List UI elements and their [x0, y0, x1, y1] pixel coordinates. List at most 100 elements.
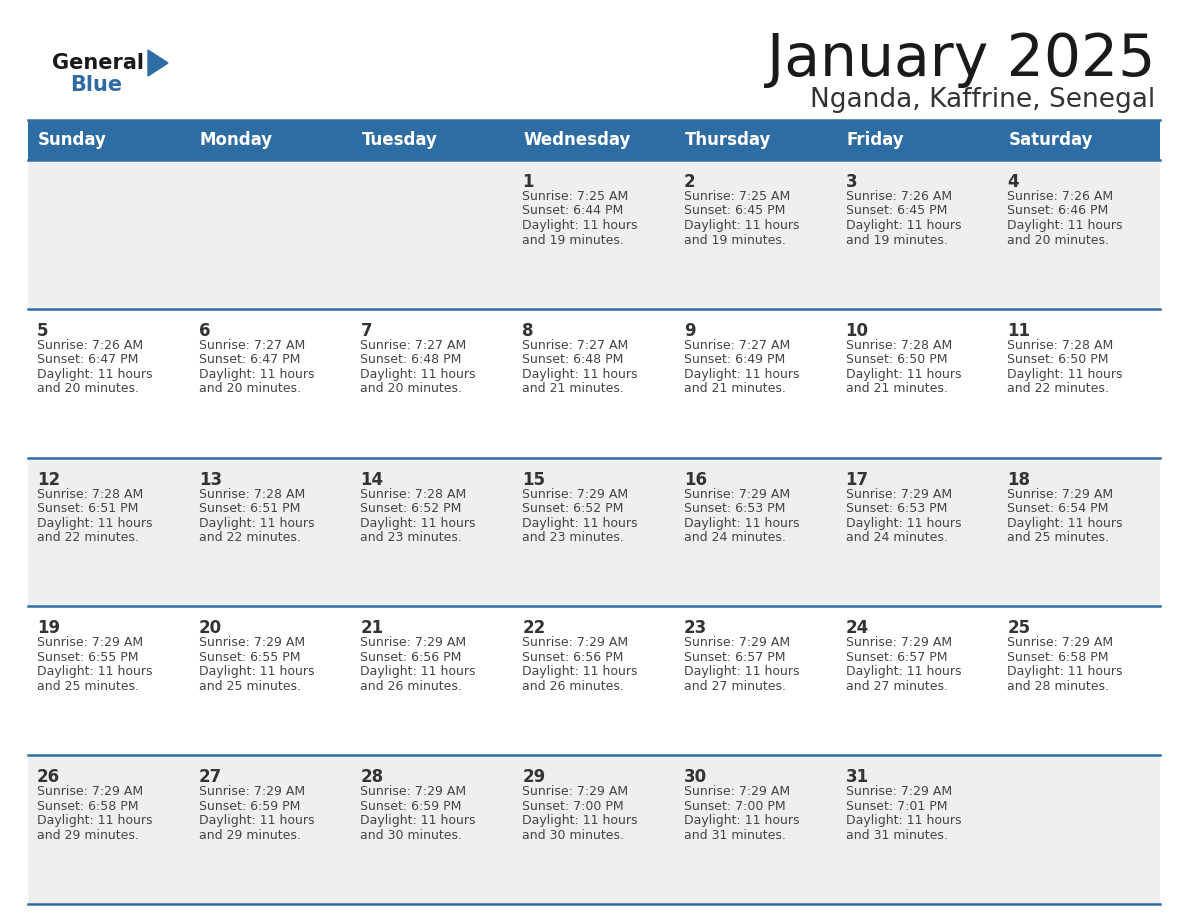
- Text: Daylight: 11 hours: Daylight: 11 hours: [523, 368, 638, 381]
- Text: Sunrise: 7:27 AM: Sunrise: 7:27 AM: [360, 339, 467, 352]
- Text: Sunrise: 7:29 AM: Sunrise: 7:29 AM: [1007, 487, 1113, 500]
- Text: and 23 minutes.: and 23 minutes.: [360, 532, 462, 544]
- Text: Daylight: 11 hours: Daylight: 11 hours: [1007, 666, 1123, 678]
- Text: Sunset: 6:51 PM: Sunset: 6:51 PM: [198, 502, 301, 515]
- Text: and 21 minutes.: and 21 minutes.: [684, 382, 785, 396]
- Text: Sunrise: 7:29 AM: Sunrise: 7:29 AM: [198, 636, 305, 649]
- Text: Daylight: 11 hours: Daylight: 11 hours: [360, 666, 476, 678]
- Text: Sunset: 6:53 PM: Sunset: 6:53 PM: [684, 502, 785, 515]
- Text: Nganda, Kaffrine, Senegal: Nganda, Kaffrine, Senegal: [810, 87, 1155, 113]
- Bar: [29, 308, 1159, 457]
- Text: and 20 minutes.: and 20 minutes.: [37, 382, 139, 396]
- Text: 30: 30: [684, 768, 707, 786]
- Text: 20: 20: [198, 620, 222, 637]
- Text: and 25 minutes.: and 25 minutes.: [198, 680, 301, 693]
- Text: Sunset: 6:56 PM: Sunset: 6:56 PM: [360, 651, 462, 664]
- Text: Daylight: 11 hours: Daylight: 11 hours: [360, 368, 476, 381]
- Text: Sunset: 6:56 PM: Sunset: 6:56 PM: [523, 651, 624, 664]
- Text: Sunset: 6:50 PM: Sunset: 6:50 PM: [846, 353, 947, 366]
- Text: and 24 minutes.: and 24 minutes.: [846, 532, 948, 544]
- Text: Sunset: 6:48 PM: Sunset: 6:48 PM: [523, 353, 624, 366]
- Bar: [29, 756, 1159, 904]
- Text: and 21 minutes.: and 21 minutes.: [523, 382, 624, 396]
- Text: Daylight: 11 hours: Daylight: 11 hours: [523, 814, 638, 827]
- Bar: [29, 607, 1159, 756]
- Text: 1: 1: [523, 173, 533, 191]
- Text: Wednesday: Wednesday: [523, 131, 631, 149]
- Text: and 29 minutes.: and 29 minutes.: [198, 829, 301, 842]
- Text: Daylight: 11 hours: Daylight: 11 hours: [37, 368, 152, 381]
- Text: 11: 11: [1007, 322, 1030, 340]
- Text: and 27 minutes.: and 27 minutes.: [846, 680, 948, 693]
- Text: 7: 7: [360, 322, 372, 340]
- Text: and 29 minutes.: and 29 minutes.: [37, 829, 139, 842]
- Bar: [29, 457, 1159, 607]
- Text: Sunrise: 7:28 AM: Sunrise: 7:28 AM: [1007, 339, 1113, 352]
- Text: Daylight: 11 hours: Daylight: 11 hours: [360, 517, 476, 530]
- Text: and 25 minutes.: and 25 minutes.: [37, 680, 139, 693]
- Bar: [29, 120, 1159, 160]
- Text: 8: 8: [523, 322, 533, 340]
- Text: Sunrise: 7:26 AM: Sunrise: 7:26 AM: [1007, 190, 1113, 203]
- Text: 15: 15: [523, 471, 545, 488]
- Text: Sunset: 6:58 PM: Sunset: 6:58 PM: [1007, 651, 1108, 664]
- Text: Daylight: 11 hours: Daylight: 11 hours: [198, 666, 314, 678]
- Text: Sunrise: 7:29 AM: Sunrise: 7:29 AM: [360, 636, 467, 649]
- Text: General: General: [52, 53, 144, 73]
- Text: Sunrise: 7:28 AM: Sunrise: 7:28 AM: [360, 487, 467, 500]
- Text: 6: 6: [198, 322, 210, 340]
- Text: Sunset: 6:53 PM: Sunset: 6:53 PM: [846, 502, 947, 515]
- Text: Sunrise: 7:29 AM: Sunrise: 7:29 AM: [198, 785, 305, 798]
- Text: 28: 28: [360, 768, 384, 786]
- Text: 3: 3: [846, 173, 858, 191]
- Text: Daylight: 11 hours: Daylight: 11 hours: [1007, 219, 1123, 232]
- Text: Daylight: 11 hours: Daylight: 11 hours: [684, 219, 800, 232]
- Text: and 25 minutes.: and 25 minutes.: [1007, 532, 1110, 544]
- Text: and 22 minutes.: and 22 minutes.: [37, 532, 139, 544]
- Text: January 2025: January 2025: [766, 31, 1155, 88]
- Bar: [29, 160, 1159, 308]
- Text: Sunrise: 7:27 AM: Sunrise: 7:27 AM: [523, 339, 628, 352]
- Text: Sunrise: 7:29 AM: Sunrise: 7:29 AM: [37, 785, 143, 798]
- Text: Blue: Blue: [70, 75, 122, 95]
- Text: Sunrise: 7:27 AM: Sunrise: 7:27 AM: [684, 339, 790, 352]
- Text: Sunset: 6:55 PM: Sunset: 6:55 PM: [198, 651, 301, 664]
- Text: Daylight: 11 hours: Daylight: 11 hours: [1007, 517, 1123, 530]
- Text: Daylight: 11 hours: Daylight: 11 hours: [360, 814, 476, 827]
- Text: Sunset: 6:59 PM: Sunset: 6:59 PM: [360, 800, 462, 812]
- Text: Daylight: 11 hours: Daylight: 11 hours: [198, 814, 314, 827]
- Text: and 26 minutes.: and 26 minutes.: [523, 680, 624, 693]
- Text: Sunset: 7:01 PM: Sunset: 7:01 PM: [846, 800, 947, 812]
- Text: Sunrise: 7:29 AM: Sunrise: 7:29 AM: [846, 785, 952, 798]
- Text: Friday: Friday: [847, 131, 904, 149]
- Text: Sunset: 6:55 PM: Sunset: 6:55 PM: [37, 651, 139, 664]
- Text: Daylight: 11 hours: Daylight: 11 hours: [198, 517, 314, 530]
- Text: 25: 25: [1007, 620, 1030, 637]
- Text: 22: 22: [523, 620, 545, 637]
- Text: and 22 minutes.: and 22 minutes.: [198, 532, 301, 544]
- Text: 27: 27: [198, 768, 222, 786]
- Text: 31: 31: [846, 768, 868, 786]
- Text: Daylight: 11 hours: Daylight: 11 hours: [1007, 368, 1123, 381]
- Text: Daylight: 11 hours: Daylight: 11 hours: [846, 666, 961, 678]
- Text: 13: 13: [198, 471, 222, 488]
- Text: Sunrise: 7:25 AM: Sunrise: 7:25 AM: [523, 190, 628, 203]
- Text: Daylight: 11 hours: Daylight: 11 hours: [37, 814, 152, 827]
- Text: Sunrise: 7:29 AM: Sunrise: 7:29 AM: [684, 785, 790, 798]
- Text: and 30 minutes.: and 30 minutes.: [523, 829, 624, 842]
- Text: Sunrise: 7:26 AM: Sunrise: 7:26 AM: [846, 190, 952, 203]
- Text: Sunset: 6:48 PM: Sunset: 6:48 PM: [360, 353, 462, 366]
- Text: and 30 minutes.: and 30 minutes.: [360, 829, 462, 842]
- Text: and 31 minutes.: and 31 minutes.: [846, 829, 948, 842]
- Text: 5: 5: [37, 322, 49, 340]
- Text: 14: 14: [360, 471, 384, 488]
- Text: Daylight: 11 hours: Daylight: 11 hours: [684, 666, 800, 678]
- Text: and 27 minutes.: and 27 minutes.: [684, 680, 785, 693]
- Text: and 20 minutes.: and 20 minutes.: [1007, 233, 1110, 247]
- Text: Sunrise: 7:29 AM: Sunrise: 7:29 AM: [523, 785, 628, 798]
- Text: Sunset: 6:50 PM: Sunset: 6:50 PM: [1007, 353, 1108, 366]
- Text: 12: 12: [37, 471, 61, 488]
- Text: Sunrise: 7:29 AM: Sunrise: 7:29 AM: [37, 636, 143, 649]
- Text: Sunrise: 7:29 AM: Sunrise: 7:29 AM: [523, 487, 628, 500]
- Text: Sunrise: 7:26 AM: Sunrise: 7:26 AM: [37, 339, 143, 352]
